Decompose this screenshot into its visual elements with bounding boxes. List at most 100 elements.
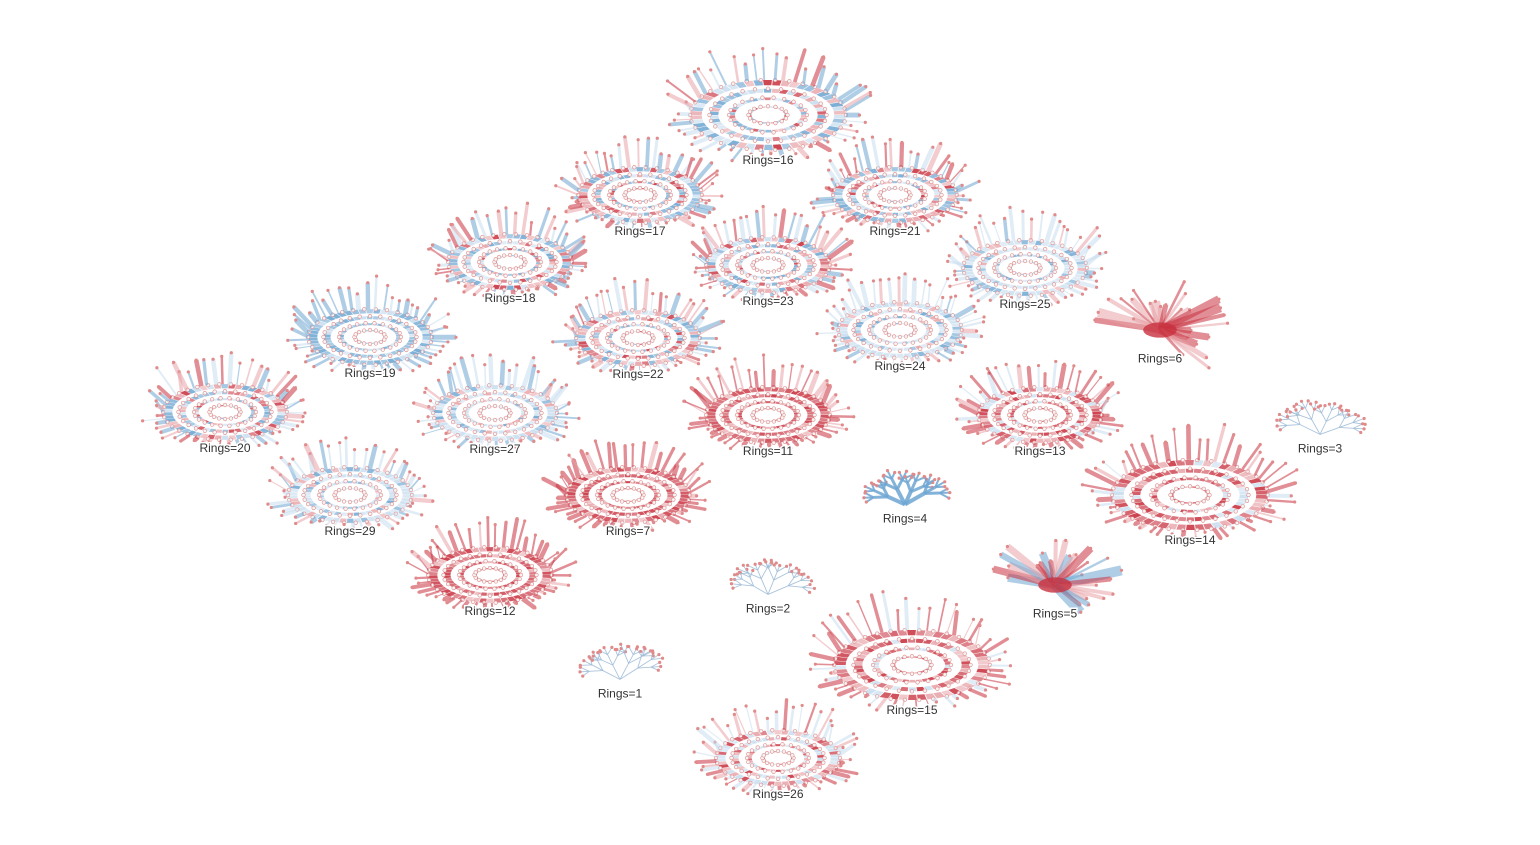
ring-segment (837, 181, 849, 187)
node (635, 314, 641, 320)
ring-cluster[interactable]: Rings=25 (946, 205, 1108, 313)
leaf-node (1294, 402, 1299, 406)
leaf-node (825, 289, 829, 293)
node (367, 327, 373, 333)
spoke-link (485, 440, 491, 452)
ring-segment (1036, 438, 1044, 443)
node (606, 319, 612, 324)
ring-cluster[interactable]: Rings=24 (815, 272, 986, 375)
ring-segment (739, 279, 749, 284)
spoke-link (496, 210, 504, 235)
spoke-link (956, 416, 979, 421)
spoke-link (723, 287, 735, 297)
node (786, 402, 791, 407)
spoke-link (512, 364, 519, 387)
leaf-node (982, 315, 986, 319)
spoke-link (816, 280, 835, 291)
leaf-node (977, 179, 981, 183)
ring-cluster[interactable]: Rings=3 (1275, 399, 1367, 457)
leaf-node (694, 266, 699, 270)
node (1008, 429, 1014, 434)
ring-segment (241, 433, 252, 439)
ring-segment (998, 403, 1008, 408)
ring-cluster[interactable]: Rings=11 (682, 353, 856, 460)
node (497, 280, 502, 285)
leaf-node (294, 346, 298, 351)
node (482, 390, 487, 395)
spoke-link (431, 339, 448, 343)
leaf-node (832, 286, 836, 290)
ring-cluster[interactable]: Rings=23 (690, 204, 854, 310)
ring-segment (709, 115, 719, 119)
node (992, 408, 997, 413)
leaf-node (758, 446, 762, 450)
node (538, 415, 543, 420)
ring-cluster[interactable]: Rings=16 (665, 46, 873, 168)
ring-cluster[interactable]: Rings=22 (551, 276, 726, 383)
ring-segment (484, 283, 494, 289)
node (1083, 417, 1088, 422)
spoke-link (686, 354, 700, 362)
ring-segment (604, 312, 615, 318)
node (851, 201, 856, 207)
spoke-link (761, 206, 766, 238)
leaf-node (828, 383, 832, 388)
ring-segment (1022, 254, 1028, 257)
ring-segment (607, 215, 618, 221)
spoke-link (709, 69, 721, 88)
node (521, 427, 527, 432)
ring-cluster[interactable]: Rings=29 (266, 436, 435, 540)
leaf-node (780, 154, 784, 158)
spoke-link (829, 407, 849, 413)
leaf-node (751, 53, 756, 57)
node (482, 431, 487, 436)
node (618, 362, 624, 367)
spoke-link (934, 154, 951, 175)
node (1018, 279, 1023, 284)
node (1033, 426, 1038, 431)
node (1010, 278, 1015, 283)
leaf-node (1100, 266, 1104, 271)
ring-segment (946, 316, 958, 321)
leaf-node (1093, 369, 1098, 373)
ring-segment (384, 511, 396, 517)
ring-cluster[interactable]: Rings=13 (955, 359, 1124, 460)
node (544, 246, 549, 252)
leaf-node (843, 138, 847, 142)
leaf-node (824, 186, 828, 190)
leaf-node (1340, 408, 1344, 412)
ring-segment (1057, 275, 1067, 280)
ring-cluster[interactable]: Rings=19 (286, 274, 458, 382)
ring-cluster[interactable]: Rings=17 (554, 135, 724, 240)
ring-segment (1079, 411, 1087, 415)
ring-cluster[interactable]: Rings=21 (809, 135, 981, 240)
ring-segment (396, 503, 408, 509)
ring-segment (817, 111, 827, 115)
spoke-link (688, 210, 705, 219)
spoke-link (708, 51, 728, 86)
node (668, 192, 674, 198)
node (753, 400, 758, 405)
leaf-node (821, 210, 825, 215)
ring-segment (732, 132, 744, 138)
node (481, 405, 487, 411)
ring-segment (511, 386, 521, 392)
node (306, 501, 311, 507)
ring-segment (382, 502, 392, 507)
leaf-node (937, 219, 941, 223)
ring-cluster[interactable]: Rings=6 (1093, 280, 1230, 370)
cluster-label: Rings=23 (742, 294, 793, 308)
node (1033, 270, 1039, 276)
ring-cluster[interactable]: Rings=18 (427, 201, 588, 307)
node (336, 334, 342, 340)
ring-cluster[interactable]: Rings=20 (141, 351, 307, 457)
ring-cluster[interactable]: Rings=27 (412, 353, 581, 458)
ring-segment (871, 312, 880, 317)
ring-segment (636, 218, 644, 223)
leaf-node (1182, 280, 1186, 284)
spoke-link (1066, 365, 1075, 391)
ring-segment (491, 385, 499, 390)
node (487, 241, 492, 246)
leaf-node (547, 207, 551, 211)
node (372, 348, 377, 353)
